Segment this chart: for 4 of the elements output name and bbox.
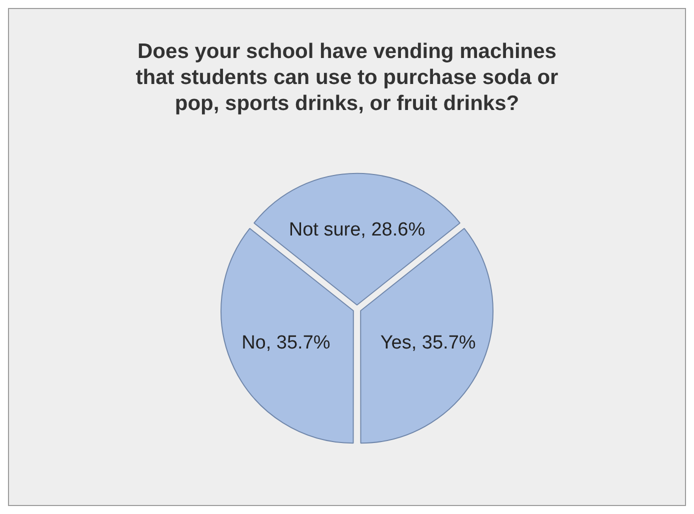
chart-title: Does your school have vending machines that students can use to purchase soda or pop, sports drinks, or fruit drinks?: [134, 39, 560, 117]
slice-label: Not sure, 28.6%: [288, 219, 426, 240]
slice-label: Yes, 35.7%: [380, 332, 476, 354]
slice-label: No, 35.7%: [242, 332, 330, 354]
